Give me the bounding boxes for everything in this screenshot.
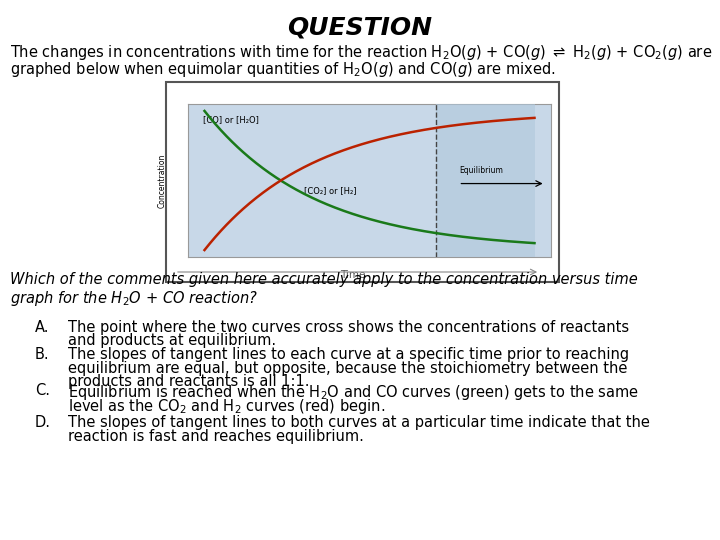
Text: Concentration: Concentration [158, 153, 167, 208]
Text: graph for the H$_2$O + CO reaction?: graph for the H$_2$O + CO reaction? [10, 289, 258, 308]
Text: level as the CO$_2$ and H$_2$ curves (red) begin.: level as the CO$_2$ and H$_2$ curves (re… [68, 396, 385, 415]
Text: and products at equilibrium.: and products at equilibrium. [68, 334, 276, 348]
Text: graphed below when equimolar quantities of H$_2$O($g$) and CO($g$) are mixed.: graphed below when equimolar quantities … [10, 60, 556, 79]
Text: The changes in concentrations with time for the reaction H$_2$O($g$) + CO($g$) $: The changes in concentrations with time … [10, 43, 712, 62]
Text: Equilibrium is reached when the H$_2$O and CO curves (green) gets to the same: Equilibrium is reached when the H$_2$O a… [68, 383, 639, 402]
Text: D.: D. [35, 415, 51, 430]
Text: The slopes of tangent lines to each curve at a specific time prior to reaching: The slopes of tangent lines to each curv… [68, 347, 629, 362]
Text: [CO] or [H₂O]: [CO] or [H₂O] [202, 116, 258, 124]
Text: The point where the two curves cross shows the concentrations of reactants: The point where the two curves cross sho… [68, 320, 629, 335]
Text: QUESTION: QUESTION [287, 15, 433, 39]
Text: Equilibrium: Equilibrium [459, 166, 503, 175]
Text: C.: C. [35, 383, 50, 398]
Text: [CO₂] or [H₂]: [CO₂] or [H₂] [304, 186, 356, 195]
Text: products and reactants is all 1:1.: products and reactants is all 1:1. [68, 374, 310, 389]
Bar [436, 104, 534, 257]
Bar [166, 82, 559, 282]
Text: A.: A. [35, 320, 50, 335]
Text: reaction is fast and reaches equilibrium.: reaction is fast and reaches equilibrium… [68, 429, 364, 443]
Text: B.: B. [35, 347, 50, 362]
Text: Which of the comments given here accurately apply to the concentration versus ti: Which of the comments given here accurat… [10, 272, 638, 287]
Text: equilibrium are equal, but opposite, because the stoichiometry between the: equilibrium are equal, but opposite, bec… [68, 361, 627, 375]
Text: Time: Time [340, 270, 365, 280]
Text: The slopes of tangent lines to both curves at a particular time indicate that th: The slopes of tangent lines to both curv… [68, 415, 650, 430]
